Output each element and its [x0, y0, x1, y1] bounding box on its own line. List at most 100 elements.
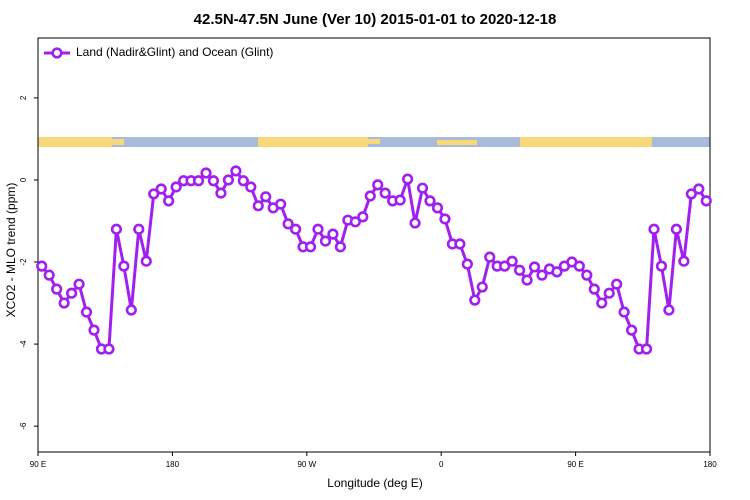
data-point	[402, 173, 414, 185]
data-point	[513, 264, 526, 276]
data-point	[506, 255, 518, 267]
data-point	[148, 188, 160, 200]
data-point	[573, 260, 585, 272]
data-point	[237, 175, 249, 187]
y-tick-label: 2	[19, 95, 28, 100]
data-point	[625, 324, 638, 336]
data-point	[372, 179, 384, 191]
data-point	[499, 260, 511, 272]
data-point	[394, 194, 406, 206]
data-point	[65, 287, 78, 299]
data-point	[640, 343, 653, 355]
data-point	[43, 269, 55, 281]
data-point	[409, 217, 421, 229]
data-point	[603, 287, 615, 299]
data-point	[469, 294, 481, 306]
data-point	[51, 283, 63, 295]
data-point	[364, 190, 376, 202]
data-point	[588, 283, 600, 295]
data-point	[484, 251, 496, 263]
data-point	[282, 218, 294, 230]
data-point	[685, 188, 697, 200]
data-point	[118, 260, 130, 272]
y-tick-label: -2	[19, 258, 28, 266]
data-point	[528, 261, 541, 273]
data-point	[327, 228, 339, 240]
x-tick-label: 180	[703, 460, 717, 469]
y-axis-label: XCO2 - MLO trend (ppm)	[4, 183, 18, 318]
data-point	[140, 255, 152, 267]
data-point	[439, 213, 451, 225]
data-point	[215, 187, 227, 199]
legend-label: Land (Nadir&Glint) and Ocean (Glint)	[76, 45, 273, 59]
x-tick-label: 0	[439, 460, 444, 469]
data-point	[581, 269, 593, 281]
data-point	[192, 175, 205, 187]
data-point	[648, 223, 660, 235]
data-point	[596, 297, 608, 309]
data-point	[163, 195, 175, 207]
chart-title: 42.5N-47.5N June (Ver 10) 2015-01-01 to …	[194, 11, 557, 28]
data-point	[36, 260, 48, 272]
data-point	[424, 195, 436, 207]
data-point	[290, 223, 302, 235]
land-band	[112, 139, 124, 145]
data-point	[260, 191, 272, 203]
y-tick-label: 0	[19, 177, 28, 182]
data-point	[88, 324, 100, 336]
data-point	[312, 223, 324, 235]
data-point	[275, 198, 287, 210]
data-point	[618, 306, 630, 318]
data-point	[611, 278, 623, 290]
data-point	[357, 211, 369, 223]
data-point	[125, 304, 137, 316]
data-point	[551, 266, 563, 278]
data-point	[476, 281, 488, 293]
land-ocean-band	[38, 137, 710, 147]
data-point	[207, 175, 220, 187]
data-point	[252, 200, 264, 212]
x-tick-label: 90 E	[30, 460, 46, 469]
data-point	[80, 306, 93, 318]
data-point	[663, 304, 675, 316]
data-point	[230, 165, 242, 177]
data-point	[379, 187, 391, 199]
data-point	[170, 181, 182, 193]
land-band	[38, 137, 112, 147]
data-point	[334, 241, 347, 253]
data-point	[536, 269, 548, 281]
data-point	[110, 223, 122, 235]
x-tick-label: 180	[166, 460, 180, 469]
y-tick-label: -6	[19, 422, 28, 430]
plot-frame	[37, 37, 711, 453]
data-point	[319, 235, 332, 247]
land-band	[520, 137, 652, 147]
data-point	[73, 278, 85, 290]
data-point	[431, 202, 444, 214]
data-point	[416, 182, 429, 194]
data-point	[461, 258, 473, 270]
land-band	[368, 139, 380, 144]
y-tick-label: -4	[19, 340, 28, 348]
data-point	[670, 223, 683, 235]
data-point	[693, 183, 705, 195]
data-point	[349, 216, 361, 228]
land-band	[437, 140, 477, 145]
data-point	[678, 255, 690, 267]
data-point	[103, 343, 115, 355]
x-tick-label: 90 W	[297, 460, 316, 469]
data-point	[655, 260, 668, 272]
data-point	[222, 174, 234, 186]
data-point	[155, 183, 167, 195]
data-point	[245, 181, 257, 193]
data-point	[304, 241, 317, 253]
legend-marker	[51, 47, 63, 59]
land-band	[258, 137, 368, 147]
x-tick-label: 90 E	[567, 460, 583, 469]
data-point	[700, 195, 712, 207]
data-point	[454, 238, 466, 250]
x-axis-label: Longitude (deg E)	[327, 476, 422, 490]
data-point	[133, 223, 145, 235]
data-point	[58, 297, 70, 309]
